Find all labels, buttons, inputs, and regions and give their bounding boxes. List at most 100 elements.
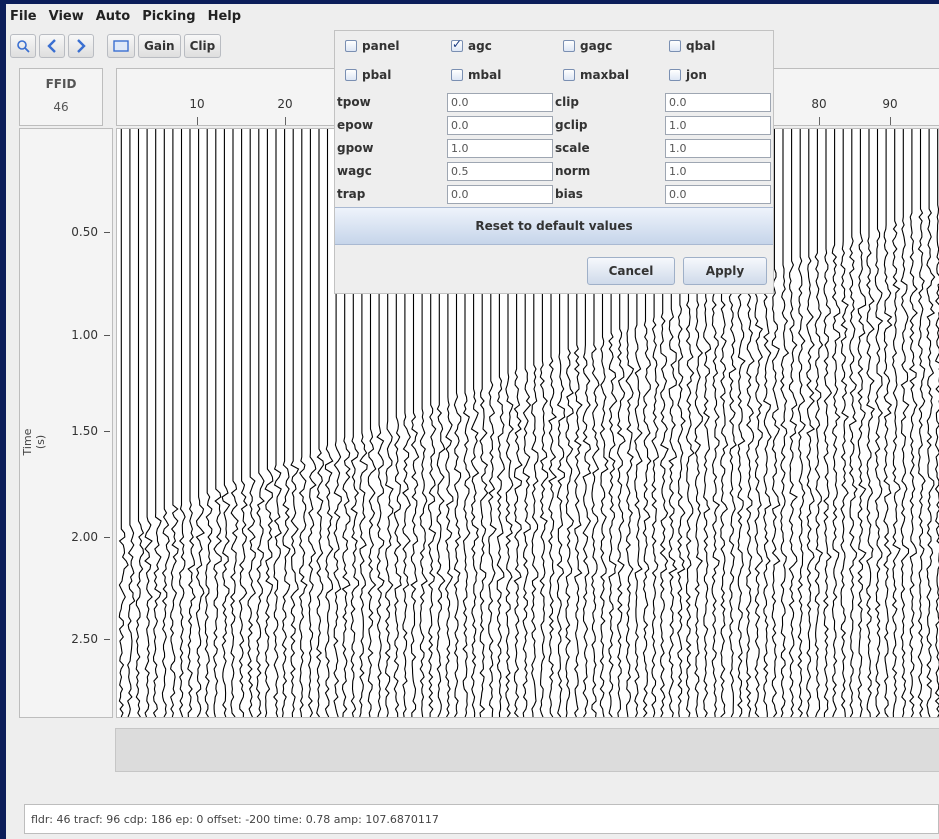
checkbox-label: pbal bbox=[362, 68, 392, 82]
checkbox-label: mbal bbox=[468, 68, 502, 82]
seismic-trace bbox=[213, 129, 223, 717]
checkbox-label: jon bbox=[686, 68, 707, 82]
menu-picking[interactable]: Picking bbox=[142, 8, 196, 24]
checkbox-box bbox=[669, 40, 681, 52]
seismic-trace bbox=[169, 129, 179, 717]
gpow-field[interactable] bbox=[447, 139, 553, 158]
param-label-epow: epow bbox=[337, 118, 374, 132]
reset-defaults-button[interactable]: Reset to default values bbox=[335, 207, 773, 245]
seismic-trace bbox=[324, 129, 334, 717]
trap-field[interactable] bbox=[447, 185, 553, 204]
ffid-value: 46 bbox=[53, 100, 69, 114]
seismic-trace bbox=[797, 129, 806, 717]
param-label-scale: scale bbox=[555, 141, 590, 155]
y-tick bbox=[104, 232, 110, 233]
checkbox-label: panel bbox=[362, 39, 400, 53]
time-axis: Time (s) 0.50 1.00 1.50 2.00 2.50 bbox=[19, 128, 113, 718]
param-label-wagc: wagc bbox=[337, 164, 372, 178]
checkbox-agc[interactable]: agc bbox=[451, 37, 492, 53]
display-button[interactable] bbox=[107, 34, 135, 58]
scale-field[interactable] bbox=[665, 139, 771, 158]
seismic-trace bbox=[230, 129, 239, 717]
checkbox-box bbox=[451, 37, 463, 52]
seismic-trace bbox=[127, 129, 136, 717]
seismic-trace bbox=[780, 129, 790, 717]
seismic-trace bbox=[144, 129, 153, 717]
seismic-trace bbox=[255, 129, 265, 717]
y-tick-label: 1.00 bbox=[71, 328, 98, 342]
cancel-button[interactable]: Cancel bbox=[587, 257, 675, 285]
seismic-trace bbox=[866, 129, 876, 717]
param-label-trap: trap bbox=[337, 187, 366, 201]
param-label-bias: bias bbox=[555, 187, 583, 201]
seismic-trace bbox=[135, 129, 145, 717]
menu-file[interactable]: File bbox=[10, 8, 37, 24]
checkbox-label: agc bbox=[468, 39, 492, 53]
seismic-trace bbox=[934, 129, 939, 717]
wagc-field[interactable] bbox=[447, 162, 553, 181]
checkbox-qbal[interactable]: qbal bbox=[669, 39, 715, 53]
ffid-box: FFID 46 bbox=[19, 68, 103, 126]
zoom-button[interactable] bbox=[10, 34, 36, 58]
seismic-trace bbox=[806, 129, 816, 717]
clip-button[interactable]: Clip bbox=[183, 34, 222, 58]
checkbox-label: maxbal bbox=[580, 68, 630, 82]
gclip-field[interactable] bbox=[665, 116, 771, 135]
checkbox-panel[interactable]: panel bbox=[345, 39, 399, 53]
param-label-tpow: tpow bbox=[337, 95, 371, 109]
checkbox-box bbox=[563, 69, 575, 81]
next-button[interactable] bbox=[68, 34, 94, 58]
previous-button[interactable] bbox=[39, 34, 65, 58]
toolbar: Gain Clip bbox=[6, 32, 222, 60]
checkbox-jon[interactable]: jon bbox=[669, 68, 707, 82]
bias-field[interactable] bbox=[665, 185, 771, 204]
checkbox-maxbal[interactable]: maxbal bbox=[563, 68, 629, 82]
apply-button[interactable]: Apply bbox=[683, 257, 767, 285]
ffid-label: FFID bbox=[45, 77, 77, 91]
y-tick bbox=[104, 335, 110, 336]
gain-button[interactable]: Gain bbox=[138, 34, 181, 58]
checkbox-label: qbal bbox=[686, 39, 716, 53]
norm-field[interactable] bbox=[665, 162, 771, 181]
checkbox-gagc[interactable]: gagc bbox=[563, 39, 612, 53]
display-icon bbox=[113, 40, 129, 52]
y-tick bbox=[104, 537, 110, 538]
app-window: File View Auto Picking Help Gain Clip FF… bbox=[6, 4, 939, 839]
checkbox-mbal[interactable]: mbal bbox=[451, 68, 501, 82]
checkbox-pbal[interactable]: pbal bbox=[345, 68, 391, 82]
seismic-trace bbox=[788, 129, 798, 717]
menu-auto[interactable]: Auto bbox=[95, 8, 131, 24]
seismic-trace bbox=[840, 129, 850, 717]
y-tick-label: 1.50 bbox=[71, 424, 98, 438]
arrow-right-icon bbox=[77, 39, 86, 53]
seismic-trace bbox=[178, 129, 186, 717]
y-tick bbox=[104, 431, 110, 432]
seismic-trace bbox=[874, 129, 884, 717]
seismic-trace bbox=[926, 129, 936, 717]
seismic-trace bbox=[264, 129, 274, 717]
gain-popup: panel agc gagc qbal pbal mbal maxbal jon… bbox=[334, 30, 774, 294]
y-tick-label: 2.50 bbox=[71, 632, 98, 646]
x-tick-label: 10 bbox=[189, 97, 205, 111]
menu-bar: File View Auto Picking Help bbox=[6, 4, 939, 28]
seismic-trace bbox=[831, 129, 841, 717]
seismic-trace bbox=[307, 129, 317, 717]
seismic-trace bbox=[195, 129, 205, 717]
seismic-trace bbox=[900, 129, 910, 717]
checkbox-box bbox=[669, 69, 681, 81]
menu-view[interactable]: View bbox=[48, 8, 84, 24]
x-tick bbox=[890, 117, 891, 125]
seismic-trace bbox=[814, 129, 824, 717]
tpow-field[interactable] bbox=[447, 93, 553, 112]
y-tick bbox=[104, 639, 110, 640]
seismic-trace bbox=[771, 129, 781, 717]
menu-help[interactable]: Help bbox=[207, 8, 242, 24]
seismic-trace bbox=[891, 129, 901, 717]
clip-field[interactable] bbox=[665, 93, 771, 112]
epow-field[interactable] bbox=[447, 116, 553, 135]
param-label-norm: norm bbox=[555, 164, 591, 178]
seismic-trace bbox=[281, 129, 291, 717]
seismic-trace bbox=[823, 129, 833, 717]
trace-slider-area[interactable] bbox=[115, 728, 939, 772]
y-tick-label: 2.00 bbox=[71, 530, 98, 544]
